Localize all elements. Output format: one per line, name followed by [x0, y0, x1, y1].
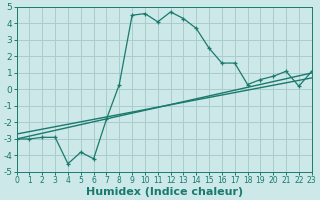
X-axis label: Humidex (Indice chaleur): Humidex (Indice chaleur)	[86, 187, 243, 197]
